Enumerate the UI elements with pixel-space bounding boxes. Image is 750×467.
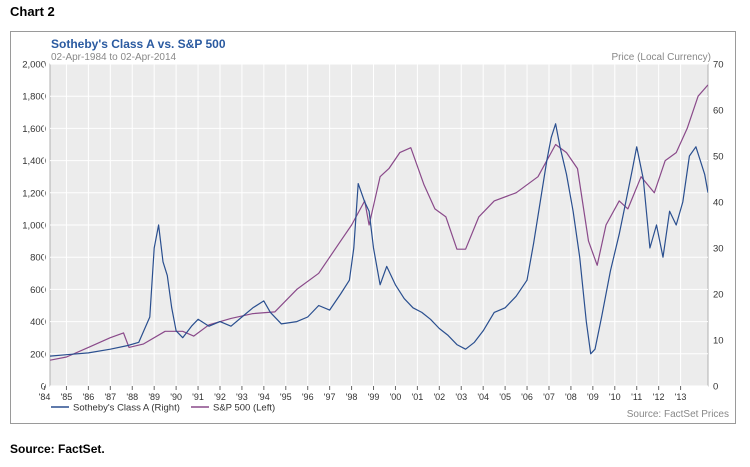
series-line-sothebys	[50, 123, 708, 357]
right-axis-tick-label: 20	[713, 290, 724, 301]
left-axis-tick-label: 2,000	[22, 60, 46, 71]
x-axis-tick-label: '06	[521, 392, 533, 402]
x-axis-tick-label: '92	[214, 392, 226, 402]
legend-label: Sotheby's Class A (Right)	[73, 403, 180, 414]
right-axis-tick-label: 40	[713, 198, 724, 209]
series-line-sp500	[50, 84, 708, 361]
x-axis-tick-label: '00	[390, 392, 402, 402]
right-axis-tick-label: 70	[713, 60, 724, 71]
left-axis-tick-label: 1,400	[22, 156, 46, 167]
left-axis-tick-label: 1,800	[22, 92, 46, 103]
x-axis-tick-label: '93	[236, 392, 248, 402]
line-chart: Sotheby's Class A vs. S&P 500 02-Apr-198…	[22, 37, 729, 420]
chart-frame: Sotheby's Class A vs. S&P 500 02-Apr-198…	[10, 31, 736, 424]
x-axis-tick-label: '13	[675, 392, 687, 402]
x-axis-tick-label: '11	[631, 392, 642, 402]
chart-subtitle: 02-Apr-1984 to 02-Apr-2014	[51, 52, 177, 63]
right-axis-tick-label: 30	[713, 244, 724, 255]
x-axis-tick-label: '88	[126, 392, 138, 402]
x-axis-tick-label: '89	[148, 392, 160, 402]
x-axis-tick-label: '91	[192, 392, 204, 402]
x-axis-tick-label: '94	[258, 392, 270, 402]
left-axis-tick-label: 200	[30, 349, 46, 360]
x-axis-tick-label: '05	[499, 392, 511, 402]
x-axis-tick-label: '90	[170, 392, 182, 402]
left-axis-tick-label: 400	[30, 317, 46, 328]
right-axis-tick-label: 60	[713, 106, 724, 117]
x-axis-tick-label: '84	[39, 392, 51, 402]
x-axis-tick-label: '96	[302, 392, 314, 402]
right-axis-tick-label: 10	[713, 336, 724, 347]
left-axis-tick-label: 800	[30, 253, 46, 264]
left-axis-tick-label: 1,000	[22, 221, 46, 232]
x-axis-tick-label: '08	[565, 392, 577, 402]
x-axis-tick-label: '10	[609, 392, 621, 402]
chart-source-label: Source: FactSet Prices	[627, 409, 729, 420]
right-axis-tick-label: 0	[713, 382, 718, 393]
x-axis-tick-label: '12	[653, 392, 665, 402]
chart-title: Sotheby's Class A vs. S&P 500	[51, 37, 226, 51]
x-axis-tick-label: '85	[61, 392, 73, 402]
x-axis-tick-label: '04	[477, 392, 489, 402]
plot-area: 02004006008001,0001,2001,4001,6001,8002,…	[22, 60, 723, 403]
x-axis-tick-label: '87	[104, 392, 116, 402]
legend-label: S&P 500 (Left)	[213, 403, 275, 414]
right-axis-tick-label: 50	[713, 152, 724, 163]
left-axis-tick-label: 600	[30, 285, 46, 296]
x-axis-tick-label: '95	[280, 392, 292, 402]
left-axis-tick-label: 1,200	[22, 188, 46, 199]
x-axis-tick-label: '99	[368, 392, 380, 402]
legend: Sotheby's Class A (Right) S&P 500 (Left)	[51, 403, 275, 414]
x-axis-tick-label: '01	[412, 392, 424, 402]
left-axis-tick-label: 1,600	[22, 124, 46, 135]
left-axis-tick-label: 0	[41, 382, 46, 393]
x-axis-tick-label: '03	[455, 392, 467, 402]
x-axis-tick-label: '09	[587, 392, 599, 402]
figure-title: Chart 2	[10, 4, 55, 19]
source-note: Source: FactSet.	[10, 442, 105, 456]
x-axis-tick-label: '86	[83, 392, 95, 402]
right-axis-title: Price (Local Currency)	[612, 52, 711, 63]
x-axis-tick-label: '98	[346, 392, 358, 402]
x-axis-tick-label: '02	[433, 392, 445, 402]
x-axis-tick-label: '07	[543, 392, 555, 402]
x-axis-tick-label: '97	[324, 392, 336, 402]
